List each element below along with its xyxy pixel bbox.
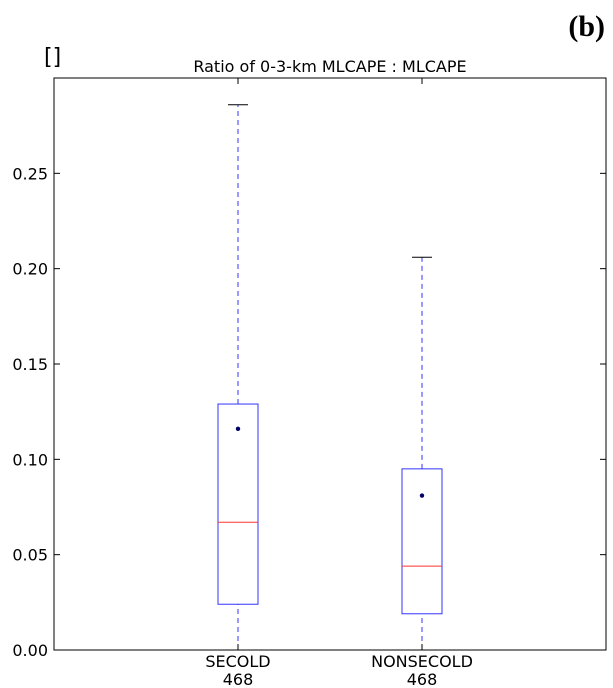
iqr-box <box>401 468 443 615</box>
y-tick-label: 0.00 <box>12 641 48 660</box>
chart-title: Ratio of 0-3-km MLCAPE : MLCAPE <box>193 57 466 76</box>
category-count: 468 <box>223 670 254 688</box>
category-label: NONSECOLD <box>371 652 473 671</box>
y-tick-label: 0.25 <box>12 164 48 183</box>
category-label: SECOLD <box>205 652 270 671</box>
units-label: [] <box>44 45 61 70</box>
plot-area-frame <box>53 77 607 651</box>
y-axis: 0.00 0.05 0.10 0.15 0.20 0.25 <box>12 164 606 660</box>
panel-label: (b) <box>568 10 605 43</box>
iqr-box <box>217 403 259 605</box>
category-count: 468 <box>407 670 438 688</box>
mean-marker <box>419 493 425 498</box>
y-tick-label: 0.10 <box>12 450 48 469</box>
y-tick-label: 0.20 <box>12 260 48 279</box>
mean-marker <box>235 426 241 432</box>
y-tick-label: 0.15 <box>12 355 48 374</box>
y-tick-label: 0.05 <box>12 546 48 565</box>
box-series <box>217 104 443 651</box>
